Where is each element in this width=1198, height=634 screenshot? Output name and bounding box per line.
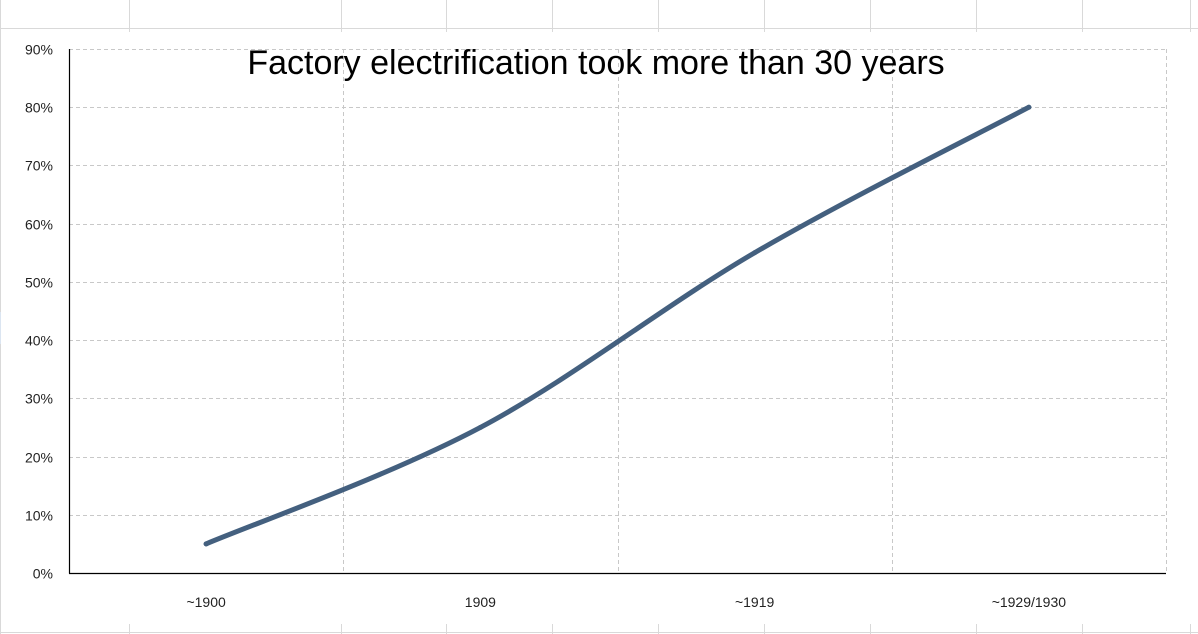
data-point xyxy=(203,541,209,547)
data-point xyxy=(752,250,758,256)
data-point xyxy=(477,424,483,430)
y-tick-label: 80% xyxy=(25,100,53,116)
series-line xyxy=(203,104,1032,547)
x-tick-label: ~1900 xyxy=(186,594,226,610)
x-tick-label: 1909 xyxy=(465,594,496,610)
x-tick-label: ~1929/1930 xyxy=(992,594,1067,610)
x-tick-label: ~1919 xyxy=(735,594,775,610)
data-point xyxy=(1026,104,1032,110)
y-tick-label: 10% xyxy=(25,508,53,524)
y-tick-label: 70% xyxy=(25,158,53,174)
y-tick-label: 20% xyxy=(25,450,53,466)
y-tick-label: 50% xyxy=(25,275,53,291)
y-tick-label: 60% xyxy=(25,217,53,233)
y-tick-label: 30% xyxy=(25,391,53,407)
y-tick-label: 0% xyxy=(33,566,53,582)
y-tick-label: 90% xyxy=(25,42,53,58)
chart-plot: 0% 10% 20% 30% 40% 50% 60% 70% 80% 90% ~1900 1909 ~1… xyxy=(25,42,1167,610)
chart-title: Factory electrification took more than 3… xyxy=(247,44,945,82)
chart[interactable]: 0% 10% 20% 30% 40% 50% 60% 70% 80% 90% ~1900 1909 ~1… xyxy=(1,32,1197,624)
y-tick-label: 40% xyxy=(25,333,53,349)
